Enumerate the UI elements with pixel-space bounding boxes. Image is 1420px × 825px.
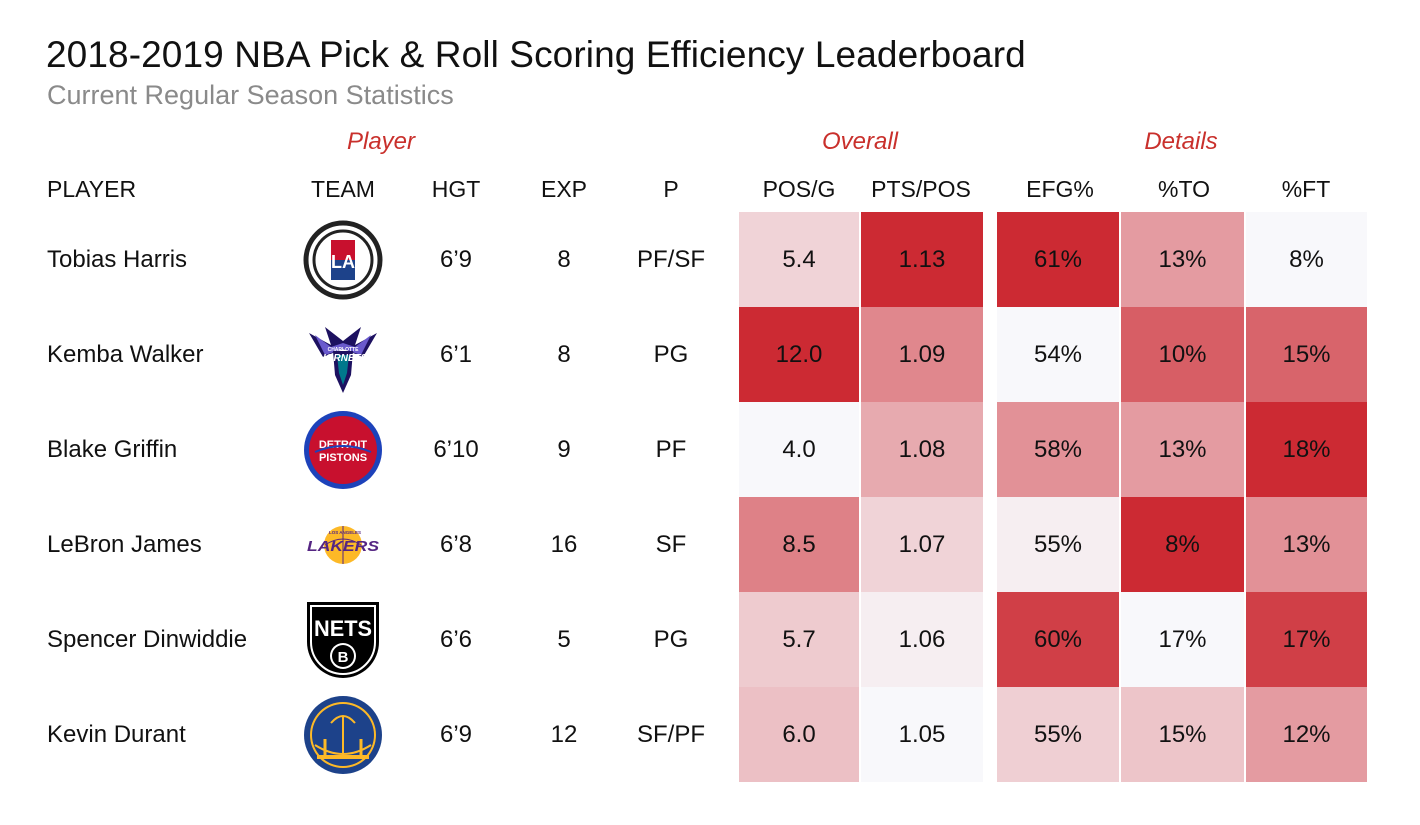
cell-exp: 8	[557, 245, 571, 273]
column-header-pos: P	[663, 176, 679, 202]
cell-exp: 12	[550, 720, 578, 748]
cell-hgt: 6’10	[433, 435, 479, 463]
cell-hgt: 6’1	[439, 340, 473, 368]
column-header-hgt: HGT	[431, 176, 481, 202]
cell-exp: 5	[557, 625, 571, 653]
cell-hgt: 6’9	[439, 245, 473, 273]
heat-cell-efg: 58%	[997, 402, 1119, 497]
heat-cell-ft: 18%	[1246, 402, 1367, 497]
column-header-to: %TO	[1158, 176, 1210, 202]
heat-cell-ptspos: 1.07	[861, 497, 983, 592]
heat-cell-posg: 5.4	[739, 212, 859, 307]
heat-cell-ptspos: 1.08	[861, 402, 983, 497]
cell-exp: 9	[557, 435, 571, 463]
cell-pos: SF	[655, 530, 687, 558]
cell-pos: PG	[653, 625, 689, 653]
column-header-exp: EXP	[540, 176, 588, 202]
chart-subtitle: Current Regular Season Statistics	[47, 80, 454, 110]
heat-cell-posg: 4.0	[739, 402, 859, 497]
cell-hgt: 6’6	[439, 625, 473, 653]
heat-cell-ft: 12%	[1246, 687, 1367, 782]
cell-pos: PG	[653, 340, 689, 368]
heat-cell-efg: 54%	[997, 307, 1119, 402]
heat-cell-efg: 55%	[997, 687, 1119, 782]
player-name: Kemba Walker	[47, 340, 204, 368]
player-name: Tobias Harris	[47, 245, 188, 273]
hornets-logo: CHARLOTTE HORNETS	[301, 313, 385, 397]
column-header-posg: POS/G	[762, 176, 836, 202]
heat-cell-ft: 15%	[1246, 307, 1367, 402]
heat-cell-to: 13%	[1121, 402, 1244, 497]
svg-text:HORNETS: HORNETS	[319, 353, 368, 364]
heat-cell-posg: 12.0	[739, 307, 859, 402]
lakers-logo: LOS ANGELES LAKERS	[301, 503, 385, 587]
cell-pos: PF/SF	[636, 245, 706, 273]
player-name: Kevin Durant	[47, 720, 186, 748]
heat-cell-ptspos: 1.13	[861, 212, 983, 307]
heat-cell-posg: 6.0	[739, 687, 859, 782]
heat-cell-posg: 5.7	[739, 592, 859, 687]
column-header-team: TEAM	[311, 176, 375, 202]
heat-cell-ft: 8%	[1246, 212, 1367, 307]
player-name: Blake Griffin	[47, 435, 178, 463]
svg-text:NETS: NETS	[314, 616, 372, 641]
nets-logo: NETS B	[301, 598, 385, 682]
clippers-logo: LA	[301, 218, 385, 302]
pistons-logo: DETROIT PISTONS	[301, 408, 385, 492]
heat-cell-ft: 17%	[1246, 592, 1367, 687]
warriors-logo	[301, 693, 385, 777]
svg-text:CHARLOTTE: CHARLOTTE	[328, 347, 359, 353]
column-header-efg: EFG%	[1026, 176, 1094, 202]
heat-cell-to: 17%	[1121, 592, 1244, 687]
group-label-overall: Overall	[821, 128, 899, 155]
heat-cell-efg: 60%	[997, 592, 1119, 687]
svg-text:LA: LA	[331, 252, 355, 272]
heat-cell-ptspos: 1.06	[861, 592, 983, 687]
svg-text:LAKERS: LAKERS	[307, 538, 379, 555]
heat-cell-ptspos: 1.05	[861, 687, 983, 782]
cell-exp: 8	[557, 340, 571, 368]
column-header-ft: %FT	[1281, 176, 1331, 202]
cell-hgt: 6’8	[439, 530, 473, 558]
cell-exp: 16	[550, 530, 578, 558]
cell-pos: SF/PF	[636, 720, 706, 748]
group-label-player: Player	[346, 128, 416, 155]
heat-cell-to: 13%	[1121, 212, 1244, 307]
heat-cell-ptspos: 1.09	[861, 307, 983, 402]
cell-pos: PF	[655, 435, 687, 463]
svg-text:B: B	[338, 649, 349, 666]
column-header-player: PLAYER	[47, 176, 137, 202]
heat-cell-to: 8%	[1121, 497, 1244, 592]
column-header-ptspos: PTS/POS	[871, 176, 971, 202]
svg-text:LOS ANGELES: LOS ANGELES	[329, 530, 361, 535]
heat-cell-efg: 61%	[997, 212, 1119, 307]
player-name: Spencer Dinwiddie	[47, 625, 248, 653]
group-label-details: Details	[1144, 128, 1218, 155]
heat-cell-efg: 55%	[997, 497, 1119, 592]
heat-cell-to: 15%	[1121, 687, 1244, 782]
svg-text:PISTONS: PISTONS	[319, 452, 367, 464]
heat-cell-ft: 13%	[1246, 497, 1367, 592]
chart-title: 2018-2019 NBA Pick & Roll Scoring Effici…	[46, 34, 1026, 75]
heat-cell-posg: 8.5	[739, 497, 859, 592]
cell-hgt: 6’9	[439, 720, 473, 748]
heat-cell-to: 10%	[1121, 307, 1244, 402]
player-name: LeBron James	[47, 530, 202, 558]
